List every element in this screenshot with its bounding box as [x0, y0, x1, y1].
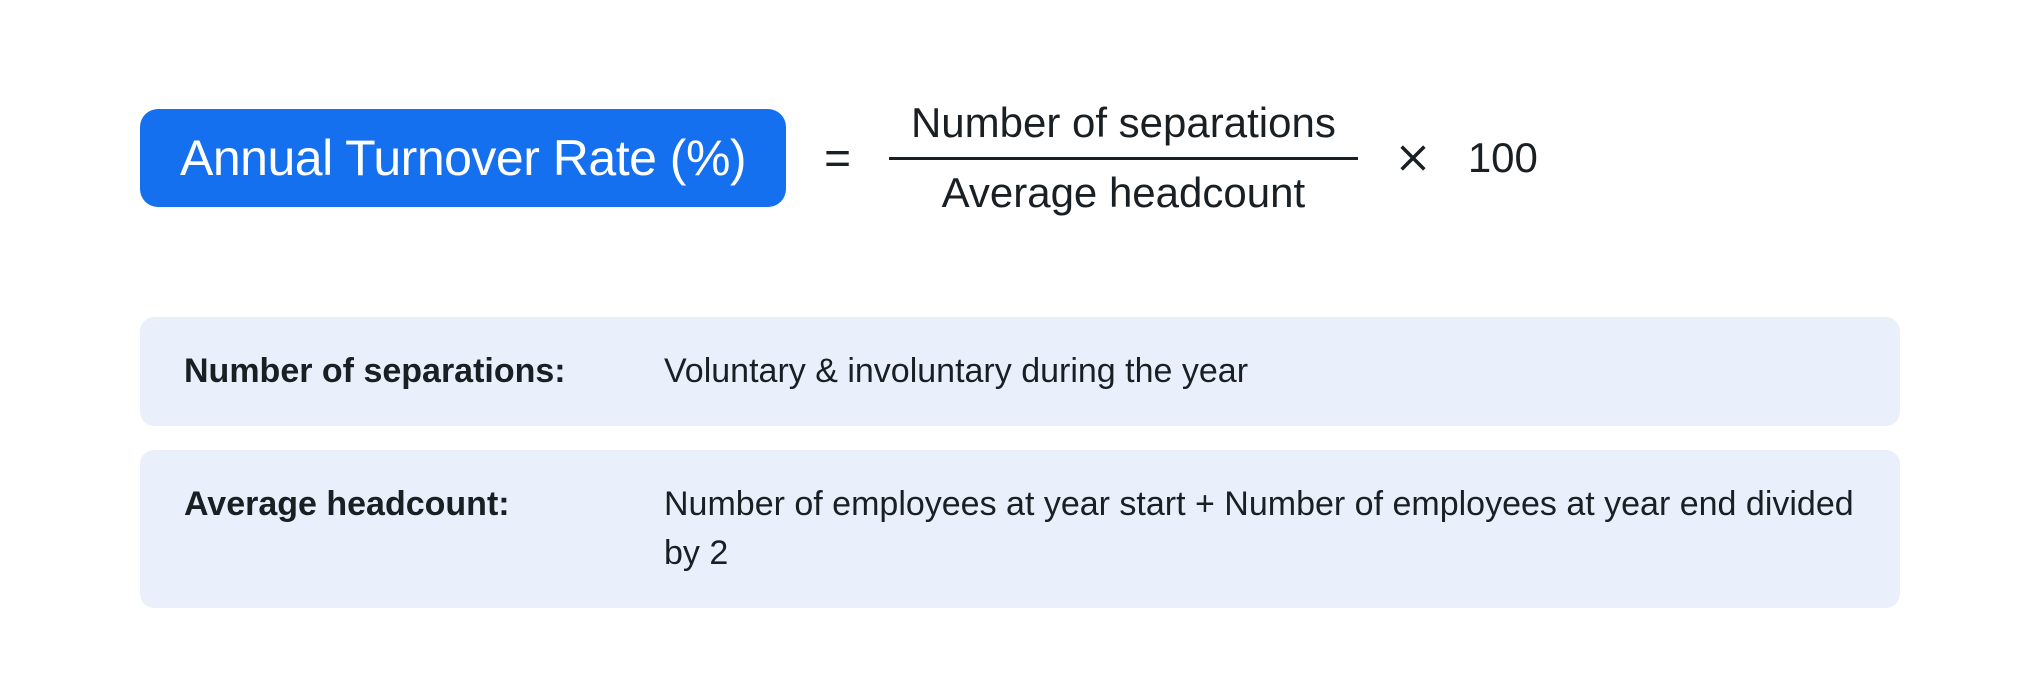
fraction-numerator: Number of separations — [889, 90, 1358, 157]
definition-row: Average headcount: Number of employees a… — [140, 450, 1900, 609]
formula-badge: Annual Turnover Rate (%) — [140, 109, 786, 207]
fraction-denominator: Average headcount — [920, 160, 1328, 227]
equals-sign: = — [824, 131, 851, 185]
fraction: Number of separations Average headcount — [889, 90, 1358, 227]
definition-row: Number of separations: Voluntary & invol… — [140, 317, 1900, 426]
times-icon — [1396, 141, 1430, 175]
definition-description: Number of employees at year start + Numb… — [664, 480, 1856, 579]
formula-badge-label: Annual Turnover Rate (%) — [180, 130, 746, 186]
definition-term: Average headcount: — [184, 480, 664, 529]
formula-row: Annual Turnover Rate (%) = Number of sep… — [140, 90, 1900, 227]
multiplier-value: 100 — [1468, 134, 1538, 182]
definition-description: Voluntary & involuntary during the year — [664, 347, 1856, 396]
definitions-list: Number of separations: Voluntary & invol… — [140, 317, 1900, 609]
definition-term: Number of separations: — [184, 347, 664, 396]
